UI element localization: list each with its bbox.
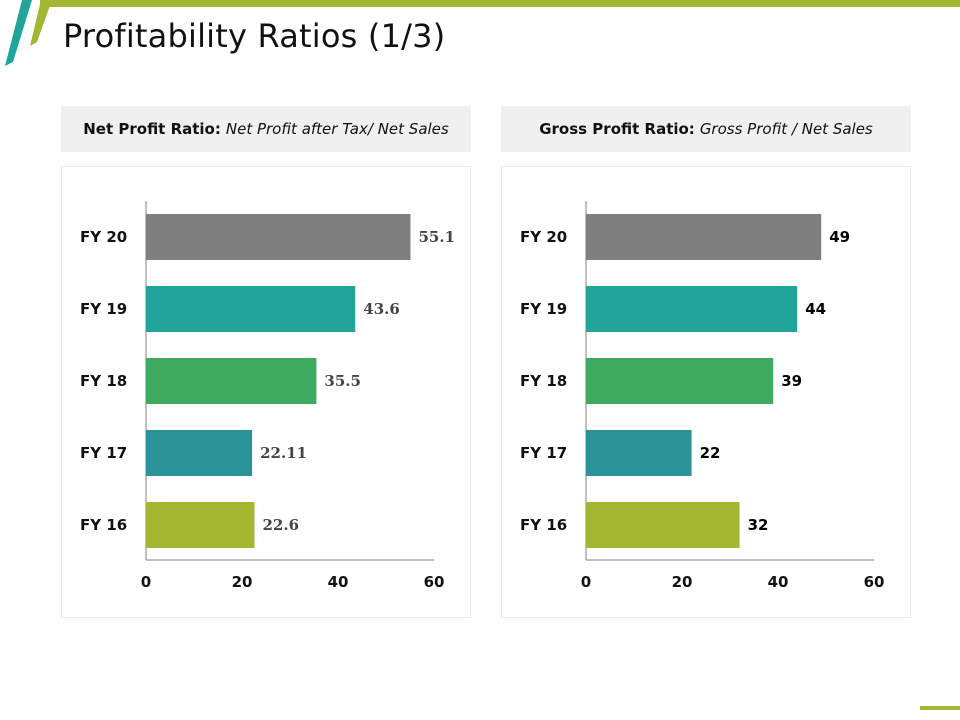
category-label: FY 17 [520, 444, 567, 462]
category-label: FY 20 [520, 228, 567, 246]
bar-fy16 [586, 502, 740, 548]
x-tick-label: 20 [232, 573, 253, 591]
data-label: 55.1 [418, 228, 455, 246]
gross-profit-chart-panel: FY 20 49 FY 19 44 FY 18 39 FY 17 22 FY 16 32 0 20 40… [501, 166, 911, 618]
gross-profit-formula-box: Gross Profit Ratio: Gross Profit / Net S… [501, 106, 911, 152]
data-label: 22.11 [260, 444, 307, 462]
category-label: FY 16 [80, 516, 127, 534]
bottom-accent-bar [920, 706, 960, 710]
category-label: FY 20 [80, 228, 127, 246]
bar-fy20 [146, 214, 411, 260]
category-label: FY 17 [80, 444, 127, 462]
data-label: 32 [748, 516, 769, 534]
corner-stripes-decoration [5, 0, 52, 66]
x-tick-label: 40 [768, 573, 789, 591]
x-tick-label: 0 [141, 573, 151, 591]
x-tick-label: 40 [328, 573, 349, 591]
x-tick-label: 0 [581, 573, 591, 591]
category-label: FY 18 [80, 372, 127, 390]
bar-fy18 [586, 358, 774, 404]
category-label: FY 18 [520, 372, 567, 390]
net-profit-formula-definition: Net Profit after Tax/ Net Sales [225, 120, 449, 138]
gross-profit-formula-label: Gross Profit Ratio: [539, 120, 695, 138]
top-accent-bar [40, 0, 960, 7]
data-label: 44 [805, 300, 826, 318]
bar-fy16 [146, 502, 255, 548]
data-label: 22.6 [262, 516, 299, 534]
gross-profit-formula-definition: Gross Profit / Net Sales [699, 120, 873, 138]
net-profit-formula-label: Net Profit Ratio: [83, 120, 221, 138]
bar-fy19 [586, 286, 798, 332]
data-label: 43.6 [363, 300, 400, 318]
data-label: 39 [781, 372, 802, 390]
data-label: 22 [700, 444, 721, 462]
slide-title: Profitability Ratios (1/3) [63, 17, 446, 55]
net-profit-chart-panel: FY 20 55.1 FY 19 43.6 FY 18 35.5 FY 17 22.11 FY … [61, 166, 471, 618]
bar-fy17 [146, 430, 253, 476]
category-label: FY 16 [520, 516, 567, 534]
bar-fy17 [586, 430, 692, 476]
x-tick-label: 20 [672, 573, 693, 591]
teal-stripe [5, 0, 32, 66]
category-label: FY 19 [80, 300, 127, 318]
category-label: FY 19 [520, 300, 567, 318]
net-profit-bar-chart: FY 20 55.1 FY 19 43.6 FY 18 35.5 FY 17 22.11 FY … [80, 201, 455, 591]
x-tick-label: 60 [864, 573, 885, 591]
x-tick-label: 60 [424, 573, 445, 591]
bar-fy19 [146, 286, 356, 332]
bar-fy18 [146, 358, 317, 404]
data-label: 49 [829, 228, 850, 246]
green-stripe [30, 0, 52, 46]
gross-profit-bar-chart: FY 20 49 FY 19 44 FY 18 39 FY 17 22 FY 16 32 0 20 40… [520, 201, 885, 591]
net-profit-formula-box: Net Profit Ratio: Net Profit after Tax/ … [61, 106, 471, 152]
data-label: 35.5 [324, 372, 361, 390]
bar-fy20 [586, 214, 822, 260]
